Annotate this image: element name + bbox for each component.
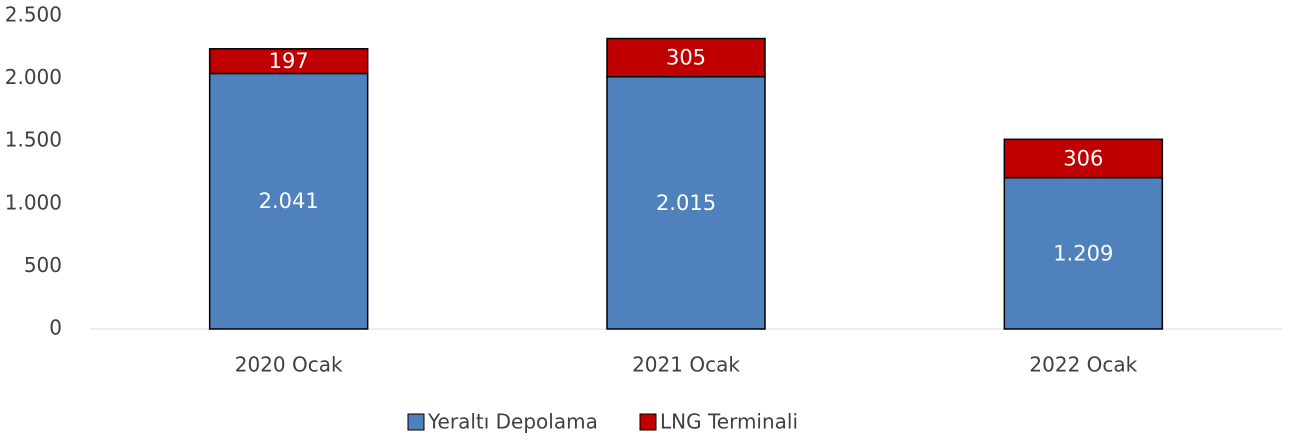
y-tick-label: 500 xyxy=(24,253,62,277)
x-tick-label: 2022 Ocak xyxy=(1029,353,1137,377)
bar-segment xyxy=(208,48,369,75)
y-tick-label: 1.500 xyxy=(5,128,62,152)
legend-swatch xyxy=(639,413,657,431)
bar-segment xyxy=(606,37,766,78)
y-tick-label: 1.000 xyxy=(5,190,62,214)
y-tick-label: 2.000 xyxy=(5,65,62,89)
x-tick-label: 2021 Ocak xyxy=(632,353,740,377)
y-tick-label: 0 xyxy=(49,316,62,340)
data-label: 306 xyxy=(1063,146,1103,170)
data-label: 2.015 xyxy=(656,191,716,215)
legend-label: LNG Terminali xyxy=(660,410,798,434)
bar-segment xyxy=(1003,138,1164,179)
data-label: 305 xyxy=(666,46,706,70)
bar-segment xyxy=(1003,176,1164,330)
data-label: 197 xyxy=(269,49,309,73)
legend-label: Yeraltı Depolama xyxy=(427,410,598,434)
data-label: 1.209 xyxy=(1053,241,1113,265)
y-tick-label: 2.500 xyxy=(5,3,62,27)
x-tick-label: 2020 Ocak xyxy=(235,353,343,377)
bar-segment xyxy=(606,75,766,330)
bar-segment xyxy=(208,72,369,330)
legend-swatch xyxy=(407,413,425,431)
data-label: 2.041 xyxy=(259,189,319,213)
